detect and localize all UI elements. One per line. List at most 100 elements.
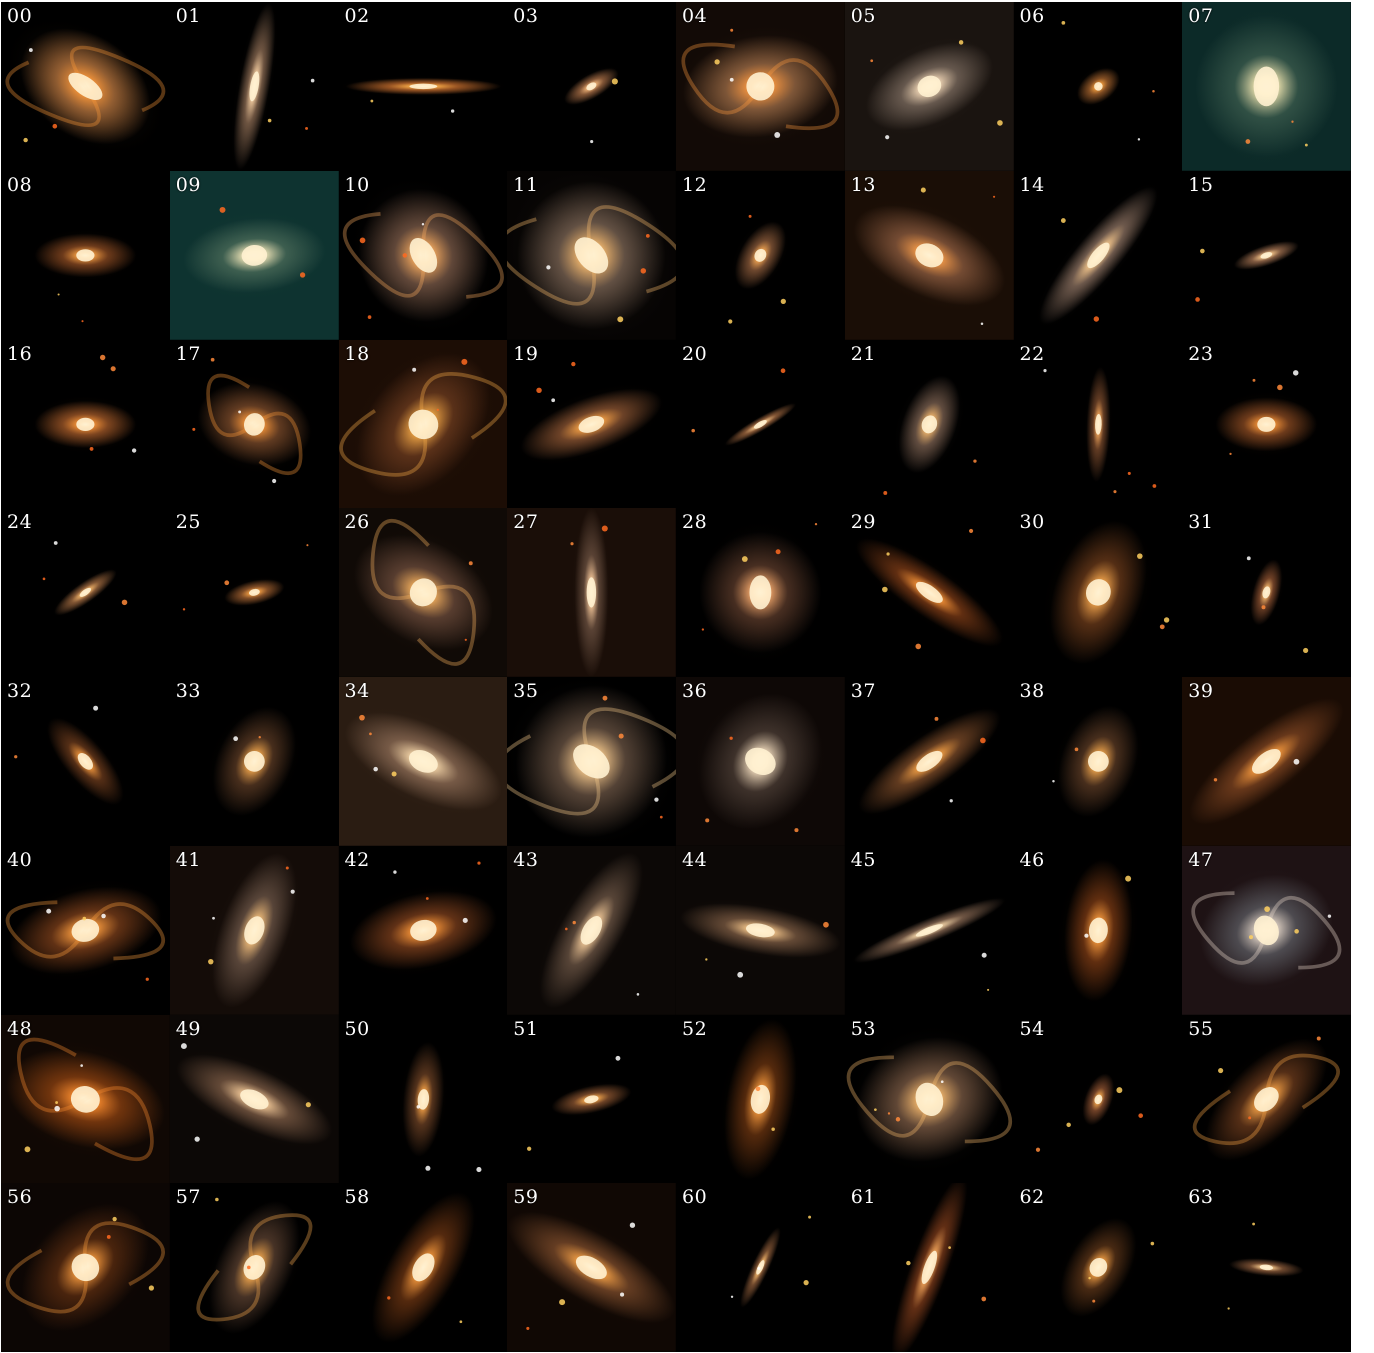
foreground-star <box>299 272 306 278</box>
foreground-star <box>55 1100 59 1104</box>
foreground-star <box>112 1217 117 1222</box>
foreground-star <box>258 736 261 739</box>
galaxy-tile: 51 <box>507 1014 676 1184</box>
galaxy-nucleus <box>915 923 943 937</box>
tile-index-label: 03 <box>513 5 539 27</box>
tile-index-label: 22 <box>1019 342 1045 365</box>
foreground-star <box>1137 138 1140 141</box>
spiral-arm <box>206 373 256 437</box>
foreground-star <box>948 1246 951 1250</box>
foreground-star <box>436 408 439 411</box>
spiral-arm <box>5 60 101 128</box>
foreground-star <box>468 561 473 566</box>
foreground-star <box>24 1145 31 1152</box>
tile-index-label: 61 <box>850 1186 876 1209</box>
foreground-star <box>310 78 315 83</box>
foreground-star <box>305 1101 311 1107</box>
foreground-star <box>979 737 986 744</box>
foreground-star <box>1136 553 1143 560</box>
galaxy-nucleus <box>1253 66 1280 107</box>
foreground-star <box>1093 316 1099 322</box>
galaxy-nucleus <box>916 750 943 772</box>
foreground-star <box>402 252 407 258</box>
galaxy-nucleus <box>1254 1086 1279 1112</box>
galaxy-image <box>338 170 508 340</box>
tile-index-label: 54 <box>1019 1017 1045 1040</box>
foreground-star <box>617 316 624 323</box>
foreground-star <box>99 354 106 360</box>
tile-index-label: 43 <box>513 848 539 871</box>
foreground-star <box>729 77 734 82</box>
galaxy-tile: 43 <box>507 845 676 1015</box>
foreground-star <box>145 977 149 981</box>
tile-index-label: 21 <box>850 342 876 365</box>
galaxy-nucleus <box>1254 915 1280 945</box>
foreground-star <box>267 118 272 123</box>
foreground-star <box>460 358 467 365</box>
tile-index-label: 23 <box>1188 342 1214 365</box>
foreground-star <box>940 1079 944 1083</box>
foreground-star <box>873 1107 877 1111</box>
foreground-star <box>630 1222 636 1229</box>
galaxy-image <box>1 2 170 171</box>
foreground-star <box>1151 89 1155 93</box>
tile-index-label: 24 <box>7 511 33 534</box>
galaxy-tile: 36 <box>676 677 845 846</box>
foreground-star <box>1227 1307 1231 1310</box>
galaxy-nucleus <box>409 578 437 607</box>
tile-index-label: 31 <box>1188 511 1214 534</box>
foreground-star <box>526 1327 530 1331</box>
spiral-arm <box>587 205 676 294</box>
tile-index-label: 51 <box>513 1017 539 1040</box>
galaxy-nucleus <box>1093 82 1103 91</box>
foreground-star <box>1137 1112 1143 1118</box>
galaxy-tile: 41 <box>169 845 339 1015</box>
foreground-star <box>1124 875 1131 882</box>
galaxy-tile: 54 <box>1013 1014 1183 1184</box>
foreground-star <box>808 1215 812 1219</box>
galaxy-nucleus <box>249 71 260 102</box>
foreground-star <box>986 988 989 991</box>
galaxy-image <box>338 2 508 171</box>
galaxy-nucleus <box>239 1088 269 1109</box>
galaxy-nucleus <box>243 751 265 772</box>
foreground-star <box>565 927 568 930</box>
foreground-star <box>368 732 372 736</box>
galaxy-tile: 34 <box>338 677 508 846</box>
tile-index-label: 32 <box>7 680 33 702</box>
foreground-star <box>590 139 594 144</box>
galaxy-nucleus <box>408 83 437 90</box>
foreground-star <box>1293 758 1300 765</box>
foreground-star <box>1249 934 1254 939</box>
foreground-star <box>757 1267 761 1271</box>
tile-index-label: 56 <box>7 1186 33 1209</box>
foreground-star <box>691 428 695 432</box>
foreground-star <box>475 1166 481 1172</box>
foreground-star <box>182 608 185 611</box>
foreground-star <box>369 99 373 103</box>
galaxy-nucleus <box>915 1082 943 1116</box>
galaxy-nucleus <box>745 747 776 776</box>
foreground-star <box>237 409 241 413</box>
spiral-arm <box>846 1054 931 1138</box>
galaxy-image <box>676 1014 845 1184</box>
foreground-star <box>705 958 708 961</box>
galaxy-tile: 19 <box>507 339 676 509</box>
tile-index-label: 11 <box>513 173 539 196</box>
foreground-star <box>28 48 33 52</box>
galaxy-nucleus <box>746 72 775 101</box>
foreground-star <box>1074 747 1078 752</box>
galaxy-tile: 24 <box>1 508 170 677</box>
spiral-arm <box>927 1060 1012 1143</box>
galaxy-tile: 59 <box>507 1183 676 1352</box>
foreground-star <box>82 916 87 921</box>
tile-index-label: 34 <box>344 680 370 702</box>
foreground-star <box>559 1299 566 1306</box>
galaxy-tile: 10 <box>338 170 508 340</box>
galaxy-image <box>338 508 508 677</box>
tile-index-label: 29 <box>850 511 876 534</box>
galaxy-nucleus <box>409 237 437 273</box>
foreground-star <box>1248 1115 1252 1119</box>
foreground-star <box>106 1235 111 1240</box>
foreground-star <box>1152 483 1156 488</box>
